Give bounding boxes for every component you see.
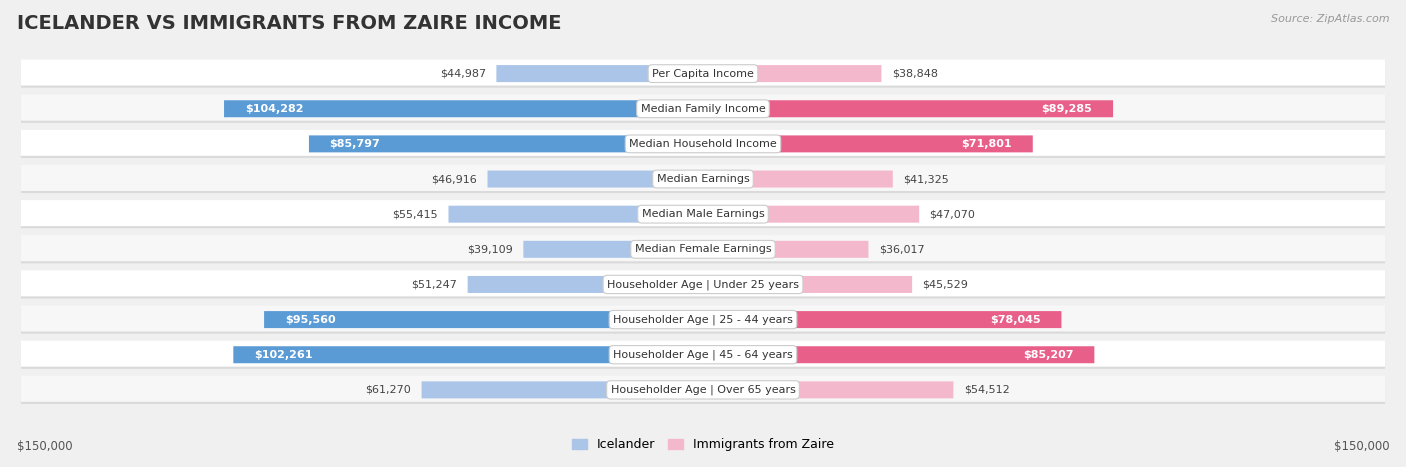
Text: $36,017: $36,017 (879, 244, 924, 255)
Text: $41,325: $41,325 (903, 174, 949, 184)
Text: $44,987: $44,987 (440, 69, 486, 78)
Text: $38,848: $38,848 (891, 69, 938, 78)
Text: $46,916: $46,916 (432, 174, 477, 184)
Text: $45,529: $45,529 (922, 279, 969, 290)
FancyBboxPatch shape (703, 205, 920, 223)
Legend: Icelander, Immigrants from Zaire: Icelander, Immigrants from Zaire (567, 433, 839, 456)
Text: $104,282: $104,282 (245, 104, 304, 114)
Text: Householder Age | Under 25 years: Householder Age | Under 25 years (607, 279, 799, 290)
Text: $102,261: $102,261 (254, 350, 312, 360)
Text: $85,207: $85,207 (1024, 350, 1074, 360)
FancyBboxPatch shape (233, 346, 703, 363)
FancyBboxPatch shape (21, 60, 1385, 85)
FancyBboxPatch shape (21, 270, 1385, 297)
Text: $95,560: $95,560 (285, 315, 336, 325)
Text: $61,270: $61,270 (366, 385, 412, 395)
Text: ICELANDER VS IMMIGRANTS FROM ZAIRE INCOME: ICELANDER VS IMMIGRANTS FROM ZAIRE INCOM… (17, 14, 561, 33)
Text: $54,512: $54,512 (963, 385, 1010, 395)
FancyBboxPatch shape (21, 166, 1385, 193)
FancyBboxPatch shape (21, 377, 1385, 404)
Text: $51,247: $51,247 (412, 279, 457, 290)
FancyBboxPatch shape (422, 382, 703, 398)
FancyBboxPatch shape (21, 96, 1385, 123)
Text: $47,070: $47,070 (929, 209, 976, 219)
FancyBboxPatch shape (21, 200, 1385, 226)
Text: Householder Age | 45 - 64 years: Householder Age | 45 - 64 years (613, 349, 793, 360)
FancyBboxPatch shape (703, 346, 1094, 363)
FancyBboxPatch shape (703, 241, 869, 258)
FancyBboxPatch shape (21, 305, 1385, 332)
FancyBboxPatch shape (703, 100, 1114, 117)
FancyBboxPatch shape (703, 311, 1062, 328)
Text: $150,000: $150,000 (17, 440, 73, 453)
Text: $150,000: $150,000 (1333, 440, 1389, 453)
FancyBboxPatch shape (21, 165, 1385, 191)
FancyBboxPatch shape (523, 241, 703, 258)
FancyBboxPatch shape (224, 100, 703, 117)
FancyBboxPatch shape (21, 202, 1385, 228)
FancyBboxPatch shape (21, 376, 1385, 402)
FancyBboxPatch shape (449, 205, 703, 223)
Text: $85,797: $85,797 (329, 139, 381, 149)
FancyBboxPatch shape (21, 272, 1385, 298)
Text: Median Family Income: Median Family Income (641, 104, 765, 114)
FancyBboxPatch shape (21, 95, 1385, 120)
Text: Median Household Income: Median Household Income (628, 139, 778, 149)
FancyBboxPatch shape (468, 276, 703, 293)
Text: $55,415: $55,415 (392, 209, 439, 219)
FancyBboxPatch shape (703, 382, 953, 398)
Text: Median Male Earnings: Median Male Earnings (641, 209, 765, 219)
Text: Householder Age | 25 - 44 years: Householder Age | 25 - 44 years (613, 314, 793, 325)
Text: Median Earnings: Median Earnings (657, 174, 749, 184)
Text: $39,109: $39,109 (467, 244, 513, 255)
FancyBboxPatch shape (21, 237, 1385, 263)
FancyBboxPatch shape (264, 311, 703, 328)
FancyBboxPatch shape (488, 170, 703, 188)
FancyBboxPatch shape (309, 135, 703, 152)
FancyBboxPatch shape (703, 135, 1033, 152)
FancyBboxPatch shape (21, 61, 1385, 88)
FancyBboxPatch shape (21, 131, 1385, 158)
FancyBboxPatch shape (21, 235, 1385, 261)
Text: $78,045: $78,045 (990, 315, 1040, 325)
Text: Per Capita Income: Per Capita Income (652, 69, 754, 78)
Text: $89,285: $89,285 (1042, 104, 1092, 114)
FancyBboxPatch shape (703, 276, 912, 293)
FancyBboxPatch shape (496, 65, 703, 82)
FancyBboxPatch shape (703, 170, 893, 188)
Text: Median Female Earnings: Median Female Earnings (634, 244, 772, 255)
FancyBboxPatch shape (703, 65, 882, 82)
FancyBboxPatch shape (21, 130, 1385, 156)
FancyBboxPatch shape (21, 307, 1385, 333)
FancyBboxPatch shape (21, 342, 1385, 369)
Text: $71,801: $71,801 (962, 139, 1012, 149)
FancyBboxPatch shape (21, 341, 1385, 367)
Text: Householder Age | Over 65 years: Householder Age | Over 65 years (610, 385, 796, 395)
Text: Source: ZipAtlas.com: Source: ZipAtlas.com (1271, 14, 1389, 24)
